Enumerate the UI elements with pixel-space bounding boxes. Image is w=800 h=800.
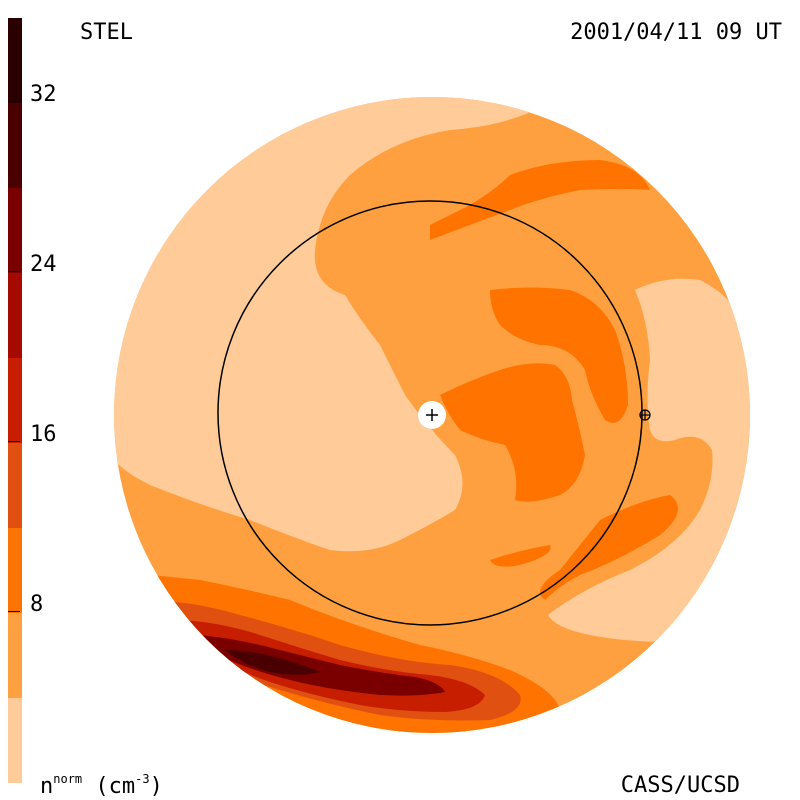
light-region-east — [548, 278, 750, 642]
colorbar-segment-5 — [8, 358, 22, 443]
units-superscript: norm — [53, 772, 83, 786]
earth-marker-icon — [639, 409, 651, 421]
mid-region-streak — [490, 545, 551, 567]
colorbar-segment-3 — [8, 188, 22, 273]
colorbar-tick-24 — [8, 271, 20, 272]
colorbar-tick-label-24: 24 — [30, 252, 57, 277]
colorbar-segment-7 — [8, 528, 22, 613]
dark-band-south — [200, 635, 445, 696]
units-paren: (cm — [95, 774, 136, 799]
earth-orbit-circle — [217, 200, 643, 626]
mid-region-north — [430, 160, 650, 240]
colorbar-segment-2 — [8, 103, 22, 188]
light-region-west — [114, 97, 560, 552]
mid-region-southeast — [540, 495, 678, 600]
colorbar — [8, 18, 22, 783]
colorbar-tick-label-16: 16 — [30, 422, 57, 447]
colorbar-tick-32 — [8, 101, 20, 102]
colorbar-tick-16 — [8, 441, 20, 442]
colorbar-segment-8 — [8, 613, 22, 698]
credit-label: CASS/UCSD — [620, 773, 740, 798]
mid-region-central — [440, 363, 585, 502]
units-close: ) — [149, 774, 163, 799]
colorbar-tick-8 — [8, 611, 20, 612]
units-exponent: -3 — [135, 772, 150, 786]
colorbar-segment-1 — [8, 18, 22, 103]
mid-region-northeast — [490, 287, 628, 423]
sun-marker-icon — [418, 401, 446, 429]
units-base: n — [40, 774, 54, 799]
darkest-core-south — [225, 650, 320, 675]
source-label: STEL — [80, 20, 133, 45]
colorbar-segment-9 — [8, 698, 22, 783]
colorbar-tick-label-8: 8 — [30, 592, 44, 617]
units-label: nnorm (cm-3) — [40, 773, 163, 798]
colorbar-tick-label-32: 32 — [30, 82, 57, 107]
colorbar-segment-4 — [8, 273, 22, 358]
colorbar-segment-6 — [8, 443, 22, 528]
datetime-label: 2001/04/11 09 UT — [570, 20, 782, 45]
